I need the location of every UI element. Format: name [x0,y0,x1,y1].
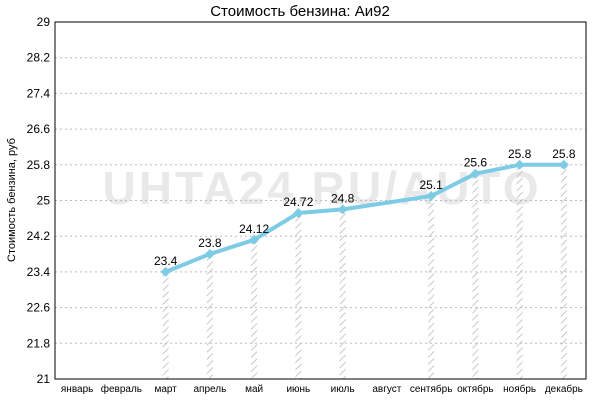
x-tick-label: июнь [286,384,310,395]
data-labels: 23.4 23.8 24.12 24.72 24.8 25.1 25.6 25.8 25.8 [154,147,576,268]
data-label: 25.8 [508,147,532,161]
data-label: 25.1 [419,178,443,192]
x-tick-label: ноябрь [503,383,536,395]
y-tick-label: 23.4 [27,265,51,279]
y-tick-label: 25.8 [27,158,51,172]
data-point [337,204,348,215]
drop-line [251,239,258,379]
data-point [293,207,304,218]
data-point [514,159,525,170]
x-tick-label: декабрь [545,383,583,395]
data-point [426,191,437,202]
y-tick-label: 28.2 [27,51,51,65]
x-tick-label: май [245,384,263,395]
drop-line [162,271,169,379]
drop-line [295,212,302,379]
data-label: 25.8 [552,147,576,161]
x-tick-label: март [154,384,177,395]
data-label: 24.8 [331,191,355,205]
data-label: 24.72 [283,195,313,209]
data-label: 23.4 [154,254,178,268]
data-point [558,159,569,170]
y-tick-label: 29 [37,15,51,29]
y-tick-label: 21 [37,372,51,386]
y-tick-label: 24.2 [27,229,51,243]
plot-area-border [54,21,587,380]
x-tick-label: апрель [193,384,226,395]
y-axis-ticks: 21 21.8 22.6 23.4 24.2 25 25.8 26.6 27.4 28.2 29 [27,15,51,386]
drop-line [472,173,479,379]
x-tick-label: август [372,384,401,395]
grid [55,57,586,344]
x-tick-label: октябрь [457,383,494,395]
data-point [160,266,171,277]
data-point [470,168,481,179]
y-tick-label: 22.6 [27,301,51,315]
x-tick-label: январь [61,384,93,395]
data-label: 25.6 [464,156,488,170]
x-tick-label: февраль [101,383,142,395]
data-label: 23.8 [198,236,222,250]
data-point [249,234,260,245]
data-point [204,249,215,260]
data-label: 24.12 [239,222,269,236]
drop-line [428,196,435,379]
y-tick-label: 27.4 [27,86,51,100]
drop-line [206,254,213,379]
y-tick-label: 21.8 [27,336,51,350]
drop-line [339,209,346,379]
x-axis-ticks: январь февраль март апрель май июнь июль август… [61,383,583,395]
drop-line [516,164,523,379]
watermark: UHTA24.RU/AUTO [103,162,542,214]
markers [160,159,569,277]
drop-line [560,164,567,379]
y-axis-label: Стоимость бензина, руб [6,138,18,262]
y-tick-label: 26.6 [27,122,51,136]
y-tick-label: 25 [37,194,51,208]
x-tick-label: сентябрь [410,383,453,395]
chart-title: Стоимость бензина: Аи92 [210,3,390,20]
drop-lines [162,164,567,379]
x-tick-label: июль [331,384,355,395]
